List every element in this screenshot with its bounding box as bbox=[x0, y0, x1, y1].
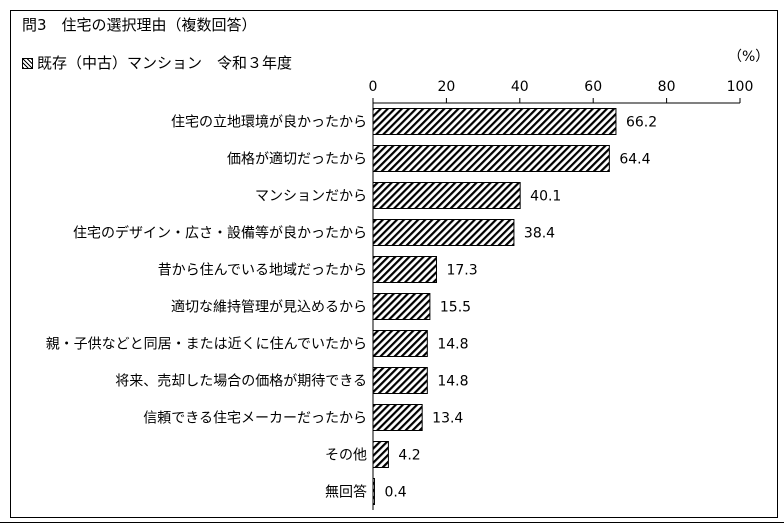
bottom-rule bbox=[0, 522, 784, 523]
data-label: 38.4 bbox=[524, 226, 555, 242]
hatch-legend-icon bbox=[22, 58, 33, 69]
bar bbox=[372, 256, 437, 283]
x-tick-label: 20 bbox=[437, 79, 455, 95]
x-tick-label: 80 bbox=[658, 79, 676, 95]
x-tick-label: 100 bbox=[727, 79, 754, 95]
x-tick-label: 0 bbox=[369, 79, 378, 95]
category-label: その他 bbox=[325, 448, 367, 464]
category-label: 無回答 bbox=[325, 484, 367, 501]
category-label: 将来、売却した場合の価格が期待できる bbox=[115, 374, 367, 390]
category-label: 適切な維持管理が見込めるから bbox=[171, 299, 367, 316]
bar bbox=[372, 367, 428, 394]
category-label: 信頼できる住宅メーカーだったから bbox=[143, 411, 367, 427]
bar bbox=[372, 404, 423, 431]
bar bbox=[372, 145, 610, 172]
chart-frame bbox=[10, 10, 778, 518]
data-label: 64.4 bbox=[619, 152, 650, 168]
data-label: 15.5 bbox=[440, 300, 471, 316]
bar bbox=[372, 293, 431, 320]
category-label: 価格が適切だったから bbox=[227, 151, 367, 168]
x-tick-label: 60 bbox=[584, 79, 602, 95]
x-tick-label: 40 bbox=[511, 79, 529, 95]
data-label: 40.1 bbox=[530, 189, 561, 205]
bar bbox=[372, 219, 515, 246]
data-label: 4.2 bbox=[398, 448, 420, 464]
data-label: 66.2 bbox=[626, 115, 657, 131]
data-label: 14.8 bbox=[437, 374, 468, 390]
data-label: 13.4 bbox=[432, 411, 463, 427]
data-label: 0.4 bbox=[384, 485, 406, 501]
category-label: 親・子供などと同居・または近くに住んでいたから bbox=[46, 337, 367, 353]
chart-subtitle-text: 既存（中古）マンション 令和３年度 bbox=[37, 54, 293, 72]
chart-subtitle: 既存（中古）マンション 令和３年度 bbox=[22, 52, 292, 73]
category-label: マンションだから bbox=[255, 189, 367, 205]
chart-title: 問3 住宅の選択理由（複数回答） bbox=[22, 16, 257, 34]
unit-label: （%） bbox=[728, 49, 770, 65]
category-label: 住宅のデザイン・広さ・設備等が良かったから bbox=[73, 225, 367, 242]
data-label: 17.3 bbox=[446, 263, 477, 279]
category-label: 昔から住んでいる地域だったから bbox=[158, 263, 367, 279]
bar bbox=[372, 108, 617, 135]
bar bbox=[372, 330, 428, 357]
bar bbox=[372, 441, 389, 468]
bar bbox=[372, 478, 375, 505]
bar bbox=[372, 182, 521, 209]
category-label: 住宅の立地環境が良かったから bbox=[171, 115, 367, 131]
data-label: 14.8 bbox=[437, 337, 468, 353]
